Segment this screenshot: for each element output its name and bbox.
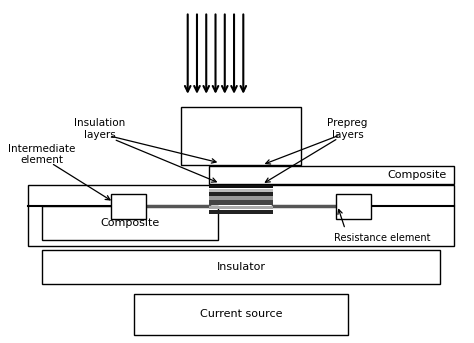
Text: Current source: Current source xyxy=(200,309,282,319)
Text: Resistance element: Resistance element xyxy=(334,233,430,243)
Bar xyxy=(135,294,347,335)
Bar xyxy=(209,200,273,205)
Bar xyxy=(209,196,273,200)
Bar xyxy=(209,189,273,192)
Bar xyxy=(28,185,454,246)
Text: Insulation
layers: Insulation layers xyxy=(74,118,125,140)
Bar xyxy=(336,193,371,219)
Text: Insulator: Insulator xyxy=(217,262,265,272)
Bar xyxy=(209,186,273,188)
Text: Intermediate
element: Intermediate element xyxy=(8,144,75,165)
Bar xyxy=(209,205,273,209)
Bar xyxy=(111,193,146,219)
Text: Composite: Composite xyxy=(387,170,447,180)
Bar xyxy=(209,210,273,214)
Text: Composite: Composite xyxy=(100,217,159,227)
Bar xyxy=(42,250,440,284)
Text: Insulator – clamp: Insulator – clamp xyxy=(193,131,289,141)
Bar xyxy=(181,107,301,165)
Bar xyxy=(209,166,454,185)
Bar xyxy=(42,205,218,239)
Bar xyxy=(209,192,273,196)
Bar xyxy=(209,164,280,166)
Text: Prepreg
layers: Prepreg layers xyxy=(328,118,368,140)
